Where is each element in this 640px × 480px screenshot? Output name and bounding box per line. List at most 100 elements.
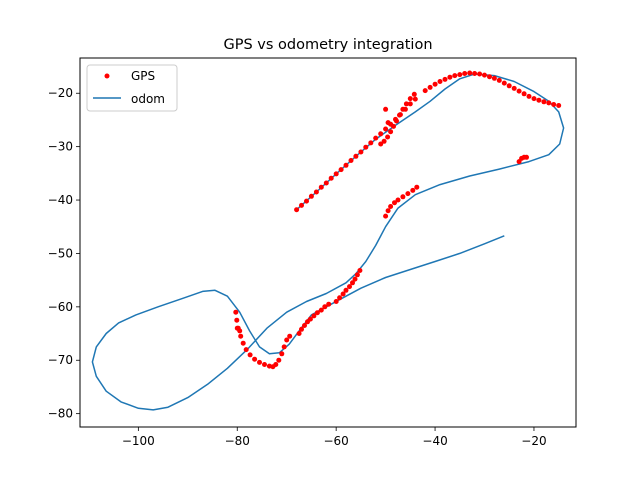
gps-point — [296, 331, 302, 336]
gps-point — [307, 316, 313, 322]
gps-point — [385, 134, 391, 140]
x-tick-label: −100 — [122, 434, 155, 448]
gps-point — [524, 154, 529, 160]
gps-point — [496, 77, 502, 83]
odom-line — [91, 73, 565, 411]
gps-point — [322, 304, 328, 310]
gps-point — [279, 351, 285, 357]
gps-point — [427, 84, 433, 90]
gps-point — [337, 295, 343, 301]
gps-point — [338, 167, 344, 173]
gps-point — [506, 83, 512, 89]
gps-point — [233, 309, 239, 315]
gps-point — [358, 149, 364, 155]
legend-box — [86, 64, 178, 112]
gps-point — [447, 74, 453, 80]
gps-point — [299, 202, 304, 208]
gps-point — [414, 184, 420, 190]
gps-point — [318, 307, 324, 313]
gps-point — [411, 91, 417, 97]
gps-point — [501, 80, 507, 86]
gps-point — [299, 326, 304, 332]
gps-point — [262, 362, 267, 367]
gps-point — [482, 72, 487, 78]
gps-point — [405, 191, 411, 197]
gps-point — [354, 272, 360, 278]
gps-point — [281, 344, 287, 350]
gps-point — [333, 299, 339, 304]
gps-point — [276, 357, 282, 363]
gps-point — [410, 187, 416, 193]
gps-point — [234, 317, 240, 323]
gps-point — [352, 276, 358, 282]
gps-point — [432, 81, 438, 87]
gps-point — [343, 287, 349, 293]
axes: −100 −80 −60 −40 −20 −80 −70 −60 −50 −40 −30 −20 — [48, 86, 547, 448]
gps-point — [395, 197, 401, 203]
gps-point — [314, 310, 320, 316]
gps-point — [383, 126, 389, 132]
y-tick-label: −50 — [48, 246, 73, 260]
legend-gps-marker — [104, 73, 110, 79]
gps-point — [383, 106, 389, 112]
y-tick-label: −70 — [48, 353, 73, 367]
x-tick-label: −80 — [225, 434, 250, 448]
y-tick-label: −80 — [48, 407, 73, 421]
legend-odom-label: odom — [131, 92, 165, 106]
gps-point — [247, 352, 253, 358]
gps-point — [383, 213, 389, 219]
gps-point — [536, 97, 542, 103]
gps-point — [392, 200, 397, 206]
gps-point — [403, 101, 409, 107]
gps-point — [313, 189, 319, 195]
gps-point — [238, 333, 244, 339]
plot-frame — [79, 57, 577, 428]
gps-point — [378, 141, 384, 147]
gps-point — [318, 184, 324, 190]
gps-point — [302, 323, 307, 328]
gps-point — [526, 93, 532, 99]
gps-point — [400, 106, 406, 112]
gps-point — [328, 175, 334, 181]
gps-point — [323, 180, 329, 186]
gps-point — [385, 120, 391, 126]
gps-point — [407, 96, 413, 102]
gps-point — [308, 193, 314, 199]
gps-point — [546, 100, 552, 106]
gps-point — [240, 340, 246, 346]
gps-point — [273, 362, 279, 367]
gps-point — [516, 88, 522, 94]
gps-point — [385, 208, 391, 214]
gps-point — [437, 79, 443, 84]
gps-point — [457, 72, 463, 78]
gps-point — [551, 102, 557, 107]
legend-gps-label: GPS — [131, 69, 155, 83]
chart-title: GPS vs odometry integration — [223, 37, 432, 53]
gps-point — [521, 91, 527, 97]
x-tick-label: −60 — [323, 434, 348, 448]
gps-point — [304, 198, 309, 204]
gps-point — [400, 194, 406, 200]
gps-point — [347, 284, 352, 290]
gps-point — [381, 138, 387, 144]
gps-point — [294, 207, 300, 213]
x-tick-label: −20 — [521, 434, 546, 448]
gps-point — [472, 71, 478, 76]
gps-point — [412, 96, 418, 102]
gps-point — [511, 85, 517, 91]
gps-point — [363, 144, 369, 150]
gps-point — [556, 103, 562, 108]
gps-point — [343, 162, 349, 168]
gps-point — [287, 333, 293, 339]
gps-point — [350, 280, 355, 286]
gps-point — [237, 328, 243, 334]
gps-point — [394, 118, 399, 124]
gps-point — [388, 129, 394, 135]
gps-point — [348, 158, 354, 163]
y-tick-label: −40 — [48, 193, 73, 207]
gps-point — [407, 101, 413, 107]
gps-point — [257, 359, 262, 365]
y-tick-label: −20 — [48, 86, 73, 100]
chart-marks — [91, 70, 565, 411]
